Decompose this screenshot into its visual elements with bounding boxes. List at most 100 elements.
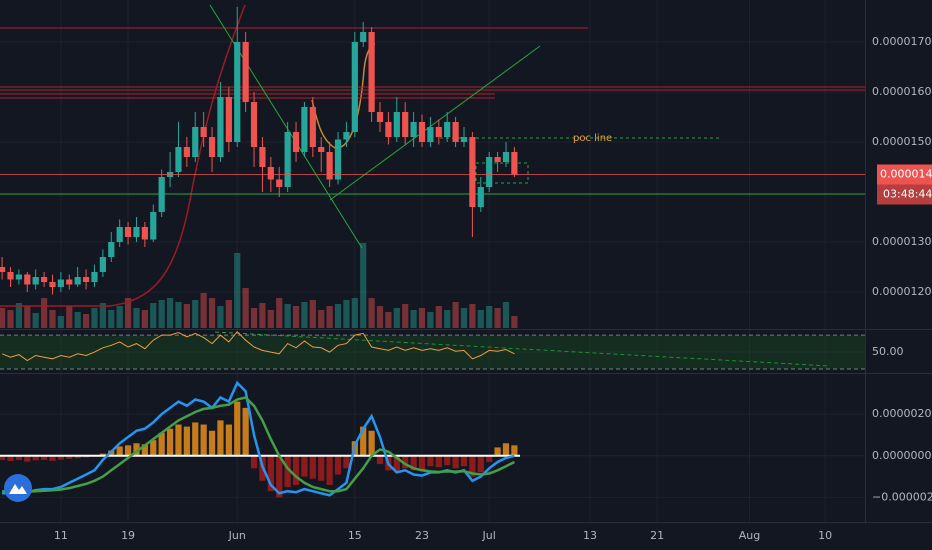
volume-bar [259, 303, 266, 328]
volume-bar [49, 310, 56, 328]
volume-bar [427, 312, 434, 328]
candle-body [494, 157, 501, 162]
volume-bar [368, 298, 375, 328]
candle-body [502, 152, 510, 162]
candle-body [99, 257, 106, 272]
last-price-box [877, 164, 932, 185]
labels-layer: 11 19 Jun 15 23 Jul 13 21 Aug 10 0.00001200 0.00001… [54, 35, 932, 542]
macd-histogram-bar [393, 455, 400, 473]
macd-histogram-bar [49, 455, 56, 461]
rsi-trend-line [214, 331, 831, 367]
macd-histogram-bar [418, 455, 426, 472]
macd-tick-label: 0.00000000 [872, 449, 932, 462]
volume-bar [460, 308, 468, 328]
candle-body [410, 122, 417, 137]
x-tick-label: 10 [818, 529, 832, 542]
candle-body [40, 277, 48, 282]
candle-body [150, 212, 157, 240]
rsi-line [1, 330, 515, 362]
macd-histogram-bar [116, 446, 123, 456]
candle-body [351, 42, 358, 132]
candle-body [334, 139, 342, 180]
candle-body [66, 279, 73, 285]
volume-bar [360, 243, 367, 328]
candle-body [486, 157, 493, 187]
x-tick-label: Jul [482, 529, 496, 542]
x-tick-label: 21 [650, 529, 664, 542]
macd-histogram-bar [511, 445, 518, 456]
y-tick-label: 0.00001200 [872, 285, 932, 298]
volume-bar [334, 304, 342, 328]
x-tick-label: 15 [348, 529, 362, 542]
volume-bar [511, 316, 518, 328]
volume-layer [0, 243, 518, 328]
volume-bar [183, 304, 190, 328]
volume-bar [116, 306, 123, 328]
volume-bar [385, 312, 392, 328]
macd-histogram-bar [301, 455, 308, 477]
volume-bar [402, 304, 409, 328]
x-tick-label: 23 [415, 529, 429, 542]
candle-body [301, 107, 308, 152]
macd-histogram-bar [40, 455, 48, 460]
candle-body [242, 42, 249, 102]
volume-bar [486, 306, 493, 328]
volume-bar [502, 302, 510, 328]
volume-bar [150, 303, 157, 328]
macd-histogram-bar [284, 455, 291, 488]
macd-layer [0, 380, 520, 498]
macd-histogram-bar [32, 455, 39, 461]
drawings [0, 4, 865, 367]
candle-body [511, 152, 518, 175]
macd-histogram-bar [444, 455, 451, 466]
volume-bar [267, 310, 274, 328]
macd-histogram-bar [494, 447, 501, 456]
volume-bar [158, 300, 165, 328]
volume-bar [66, 306, 73, 328]
volume-bar [393, 308, 400, 328]
macd-histogram-bar [234, 401, 241, 456]
candle-body [116, 227, 123, 242]
macd-histogram-bar [477, 455, 484, 473]
candle-body [208, 137, 216, 157]
candle-body [7, 272, 14, 280]
volume-bar [284, 304, 291, 328]
volume-bar [410, 310, 417, 328]
x-tick-label: 19 [121, 529, 135, 542]
candle-body [108, 242, 115, 257]
candle-body [82, 277, 90, 282]
annotation: poc line [573, 133, 612, 144]
macd-line [2, 396, 515, 493]
volume-bar [309, 300, 316, 328]
candle-body [276, 179, 283, 187]
volume-bar [124, 298, 132, 328]
volume-bar [74, 312, 81, 328]
volume-bar [217, 306, 224, 328]
candle-body [250, 102, 258, 147]
volume-bar [133, 308, 140, 328]
macd-histogram-bar [183, 426, 190, 456]
volume-bar [418, 308, 426, 328]
macd-histogram-bar [469, 455, 476, 477]
macd-histogram-bar [7, 455, 14, 461]
candle-body [469, 137, 476, 207]
volume-bar [99, 303, 106, 328]
rsi-layer [0, 330, 865, 370]
candle-body [234, 42, 241, 142]
volume-bar [276, 298, 283, 328]
macd-histogram-bar [57, 455, 64, 460]
candle-body [15, 274, 22, 280]
macd-line [2, 380, 515, 497]
candles-layer [0, 7, 865, 295]
macd-histogram-bar [334, 455, 342, 475]
volume-bar [0, 308, 6, 328]
volume-bar [292, 306, 300, 328]
macd-histogram-bar [200, 424, 207, 456]
last-price-label: 0.00001435 [880, 168, 932, 181]
volume-bar [435, 306, 442, 328]
volume-bar [166, 298, 174, 328]
macd-histogram-bar [158, 432, 165, 456]
macd-histogram-bar [124, 445, 132, 456]
